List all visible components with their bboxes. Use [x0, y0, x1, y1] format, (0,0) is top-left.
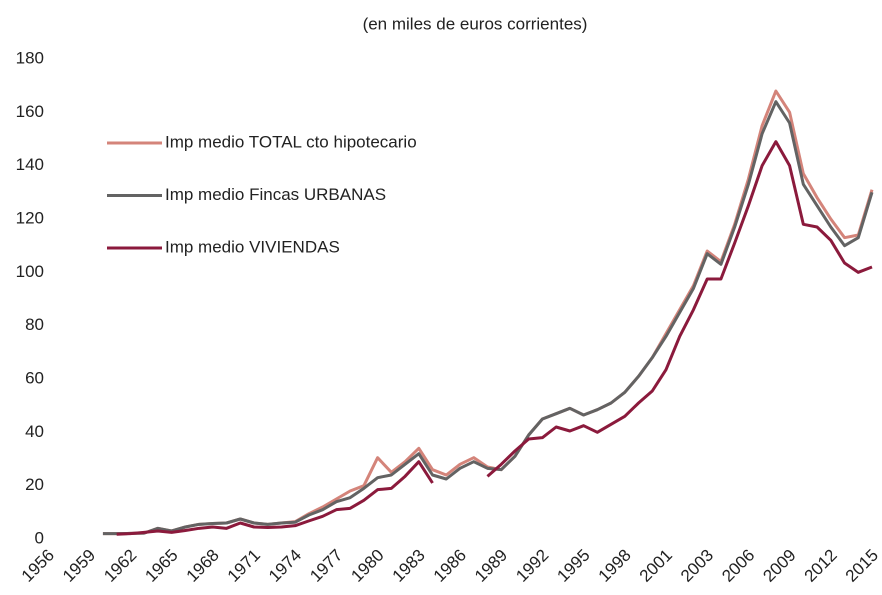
legend-label: Imp medio TOTAL cto hipotecario	[165, 132, 417, 151]
x-tick-label: 1965	[141, 546, 181, 586]
x-tick-label: 1971	[224, 546, 264, 586]
line-series	[102, 100, 874, 536]
x-tick-label: 2003	[677, 546, 717, 586]
x-tick-label: 2009	[759, 546, 799, 586]
y-tick-label: 160	[16, 102, 44, 121]
y-tick-label: 80	[25, 315, 44, 334]
line-series	[116, 140, 873, 536]
legend-label: Imp medio VIVIENDAS	[165, 237, 340, 256]
chart-subtitle: (en miles de euros corrientes)	[363, 14, 588, 33]
x-tick-label: 1992	[512, 546, 552, 586]
y-tick-label: 20	[25, 475, 44, 494]
x-tick-label: 1977	[306, 546, 346, 586]
y-tick-label: 100	[16, 262, 44, 281]
x-tick-label: 1959	[59, 546, 99, 586]
x-tick-label: 1968	[183, 546, 223, 586]
x-tick-label: 1986	[430, 546, 470, 586]
y-tick-label: 0	[35, 528, 44, 547]
x-tick-label: 1989	[471, 546, 511, 586]
legend-label: Imp medio Fincas URBANAS	[165, 185, 386, 204]
x-tick-label: 1980	[347, 546, 387, 586]
x-tick-label: 1956	[18, 546, 58, 586]
x-tick-label: 2012	[801, 546, 841, 586]
y-tick-label: 120	[16, 208, 44, 227]
y-tick-label: 180	[16, 48, 44, 67]
y-tick-label: 40	[25, 422, 44, 441]
x-tick-label: 1983	[389, 546, 429, 586]
x-tick-label: 1962	[100, 546, 140, 586]
x-tick-label: 1974	[265, 546, 305, 586]
y-tick-label: 140	[16, 155, 44, 174]
x-tick-label: 1995	[553, 546, 593, 586]
x-tick-label: 2001	[636, 546, 676, 586]
x-tick-label: 2015	[842, 546, 882, 586]
y-tick-label: 60	[25, 368, 44, 387]
x-tick-label: 1998	[595, 546, 635, 586]
x-tick-label: 2006	[718, 546, 758, 586]
